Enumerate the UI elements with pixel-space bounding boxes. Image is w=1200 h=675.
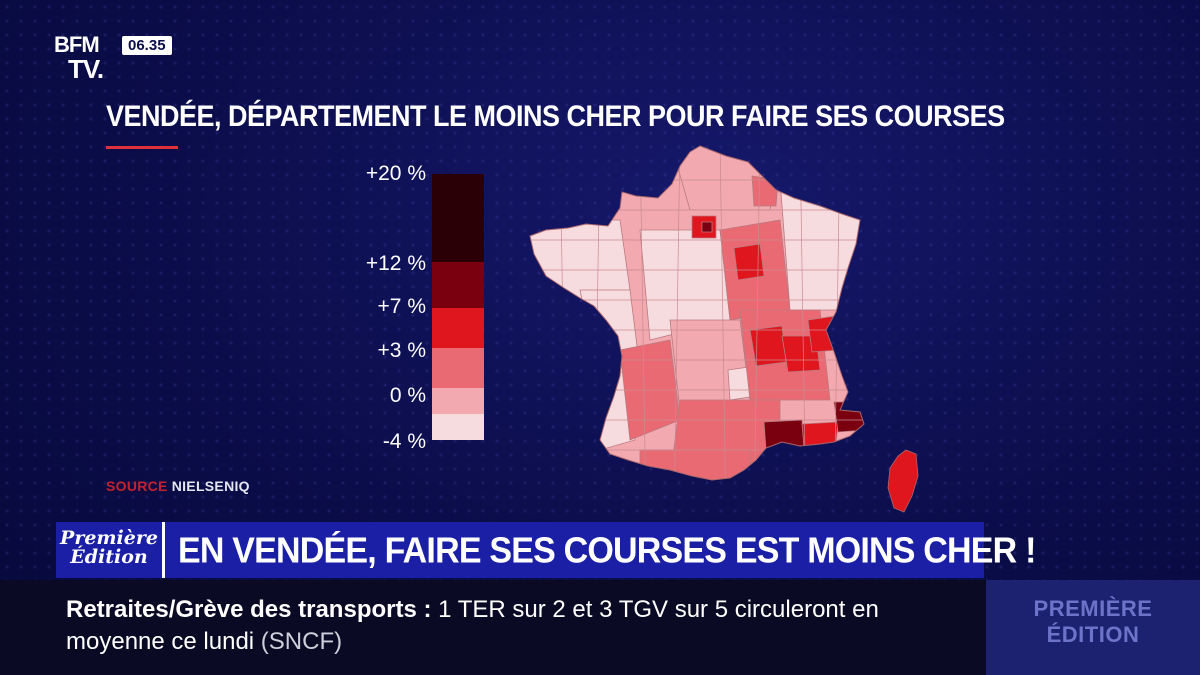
legend-label: +7 % xyxy=(377,295,426,318)
news-ticker: Retraites/Grève des transports : 1 TER s… xyxy=(0,580,986,675)
headline-banner: Première Édition EN VENDÉE, FAIRE SES CO… xyxy=(56,522,1036,578)
title-underline xyxy=(106,146,178,149)
france-department-map xyxy=(529,145,919,513)
region-ardennes xyxy=(751,175,779,207)
legend-label: +20 % xyxy=(365,162,426,185)
edition-line2: ÉDITION xyxy=(1046,622,1140,647)
logo-bfm: BFM xyxy=(54,32,100,57)
region-brittany xyxy=(530,219,631,301)
legend-band-m4-m2 xyxy=(432,414,484,440)
legend-label: +12 % xyxy=(365,252,426,275)
legend-band-7-12 xyxy=(432,262,484,308)
legend-label: -4 % xyxy=(382,430,426,453)
region-corsica xyxy=(887,449,919,513)
source-value: NIELSENIQ xyxy=(171,478,250,494)
legend-label: +3 % xyxy=(377,339,426,362)
clock: 06.35 xyxy=(122,36,172,55)
channel-logo: BFM TV. 06.35 xyxy=(54,34,194,86)
edition-line1: PREMIÈRE xyxy=(1033,596,1153,621)
edition-box: PREMIÈRE ÉDITION xyxy=(986,580,1200,675)
legend-label: 0 % xyxy=(389,384,426,407)
map-title: VENDÉE, DÉPARTEMENT LE MOINS CHER POUR F… xyxy=(106,100,1005,133)
ticker-text: Retraites/Grève des transports : 1 TER s… xyxy=(66,594,976,658)
ticker-topic: Retraites/Grève des transports : xyxy=(66,596,432,623)
legend-band-m2-0 xyxy=(432,388,484,414)
program-logo-line1: Première xyxy=(60,527,158,549)
legend-band-12-20 xyxy=(432,174,484,262)
legend: +20 % +12 % +7 % +3 % 0 % -4 % xyxy=(340,160,500,460)
legend-band-0-3 xyxy=(432,348,484,388)
source-label: SOURCE xyxy=(106,478,168,494)
program-logo: Première Édition xyxy=(56,522,165,578)
program-logo-line2: Édition xyxy=(70,546,148,568)
region-paris-core xyxy=(701,221,713,233)
ticker-body: 1 TER sur 2 et 3 TGV sur 5 circuleront e… xyxy=(66,596,879,655)
logo-tv: TV. xyxy=(68,54,104,84)
headline-text: EN VENDÉE, FAIRE SES COURSES EST MOINS C… xyxy=(178,531,1036,571)
source-credit: SOURCE NIELSENIQ xyxy=(106,478,250,494)
legend-band-3-7 xyxy=(432,308,484,348)
region-savoie xyxy=(807,315,839,353)
map-outline xyxy=(529,145,865,481)
region-east xyxy=(779,179,864,311)
ticker-source: (SNCF) xyxy=(260,628,343,655)
region-yonne xyxy=(733,243,765,281)
